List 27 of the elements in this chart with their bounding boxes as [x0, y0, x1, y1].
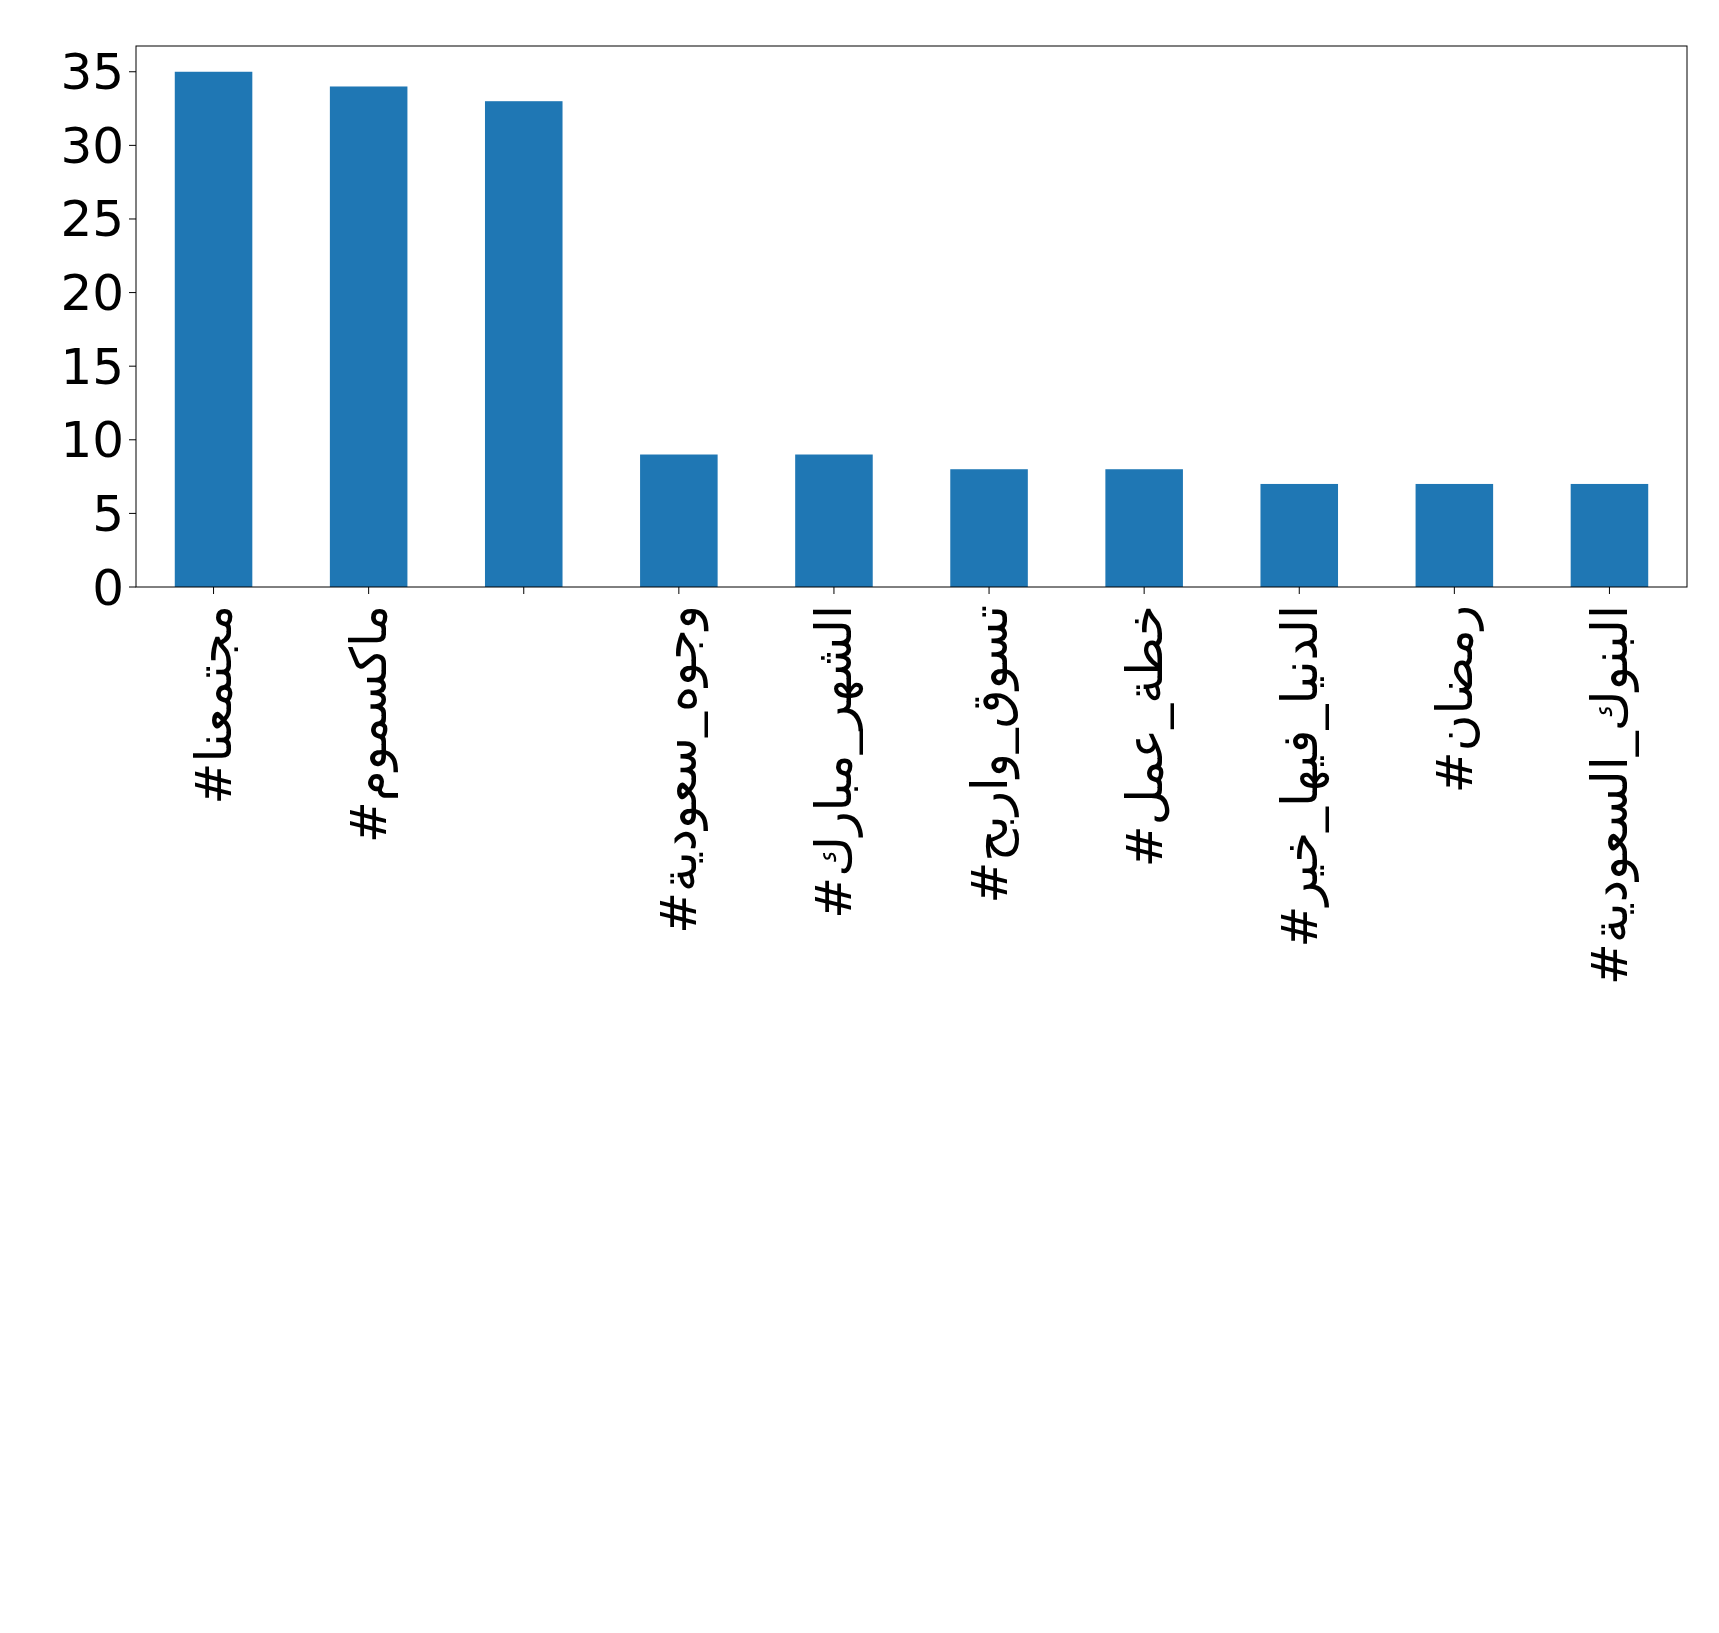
y-tick-label: 20 — [60, 264, 124, 323]
bar — [795, 454, 873, 587]
y-tick-label: 10 — [60, 411, 124, 470]
x-tick-label: #الدنيا_فيها_خير — [1270, 605, 1330, 948]
x-tick-label: #الشهر_مبارك — [805, 605, 865, 919]
bar — [1260, 483, 1339, 587]
y-tick-label: 0 — [92, 558, 124, 617]
bar — [329, 86, 408, 587]
x-tick-label: #تسوق_واربح — [960, 605, 1020, 904]
bar — [950, 469, 1028, 587]
bar — [1570, 483, 1649, 587]
x-tick-label: #وجوه_سعودية — [650, 605, 710, 934]
y-tick-label: 30 — [60, 116, 124, 175]
y-tick-label: 25 — [60, 190, 124, 249]
bar — [1105, 469, 1183, 587]
x-tick-label: #رمضان — [1425, 605, 1484, 794]
y-tick-label: 15 — [60, 337, 124, 396]
bar — [174, 71, 253, 587]
x-tick-label: #البنوك_السعودية — [1580, 605, 1639, 985]
bar — [640, 454, 718, 587]
bar — [484, 101, 563, 587]
bar — [1415, 483, 1494, 587]
y-tick-label: 5 — [92, 484, 124, 543]
y-tick-label: 35 — [60, 43, 124, 102]
x-tick-label: #مجتمعنا — [185, 605, 244, 805]
x-tick-label: #ماكسموم — [340, 605, 399, 844]
x-tick-label: #خطة_عمل — [1115, 605, 1174, 868]
